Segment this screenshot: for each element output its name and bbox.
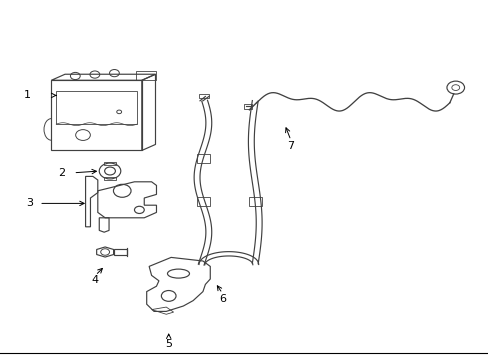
Text: 1: 1 [23, 90, 30, 100]
Text: 4: 4 [92, 275, 99, 285]
Text: 6: 6 [219, 294, 225, 304]
Text: 5: 5 [165, 339, 172, 349]
Text: 2: 2 [59, 168, 65, 178]
Text: 7: 7 [287, 141, 294, 151]
Text: 3: 3 [26, 198, 33, 208]
